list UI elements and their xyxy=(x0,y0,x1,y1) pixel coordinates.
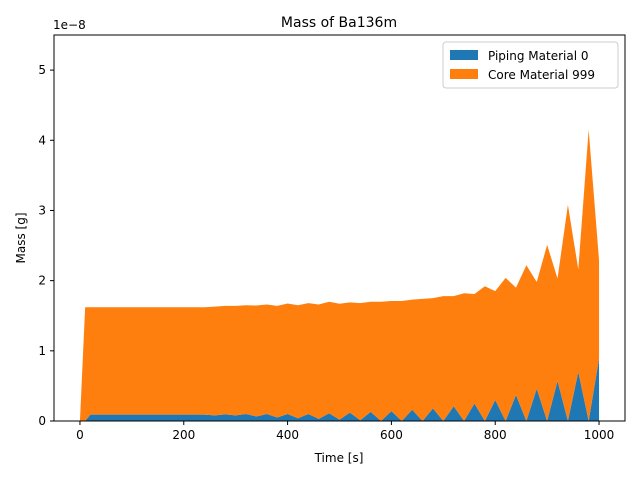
x-tick-label: 1000 xyxy=(584,428,615,442)
y-axis: 0 1 2 3 4 5 xyxy=(38,63,54,428)
x-tick-label: 800 xyxy=(484,428,507,442)
x-tick-label: 200 xyxy=(172,428,195,442)
y-tick-label: 0 xyxy=(38,414,46,428)
x-axis: 0 200 400 600 800 1000 xyxy=(76,421,614,442)
plot-area xyxy=(79,129,600,421)
chart-title: Mass of Ba136m xyxy=(281,15,397,31)
legend-entry-0: Piping Material 0 xyxy=(488,49,589,63)
axes-frame xyxy=(53,34,626,422)
y-tick-label: 5 xyxy=(38,63,46,77)
y-tick-label: 2 xyxy=(38,274,46,288)
area-series-0 xyxy=(79,358,600,421)
y-tick-label: 4 xyxy=(38,133,46,147)
legend-entry-1: Core Material 999 xyxy=(488,68,595,82)
x-tick-label: 0 xyxy=(76,428,84,442)
x-axis-label: Time [s] xyxy=(314,451,364,465)
y-tick-label: 1 xyxy=(38,344,46,358)
x-tick-label: 400 xyxy=(276,428,299,442)
y-tick-label: 3 xyxy=(38,203,46,217)
y-axis-offset-label: 1e−8 xyxy=(53,18,86,32)
x-tick-label: 600 xyxy=(380,428,403,442)
y-axis-label: Mass [g] xyxy=(14,212,28,263)
legend-box xyxy=(442,41,619,89)
area-series-1 xyxy=(79,129,600,421)
legend-swatch-0 xyxy=(450,50,478,60)
legend-swatch-1 xyxy=(450,69,478,79)
legend: Piping Material 0 Core Material 999 xyxy=(442,41,619,89)
